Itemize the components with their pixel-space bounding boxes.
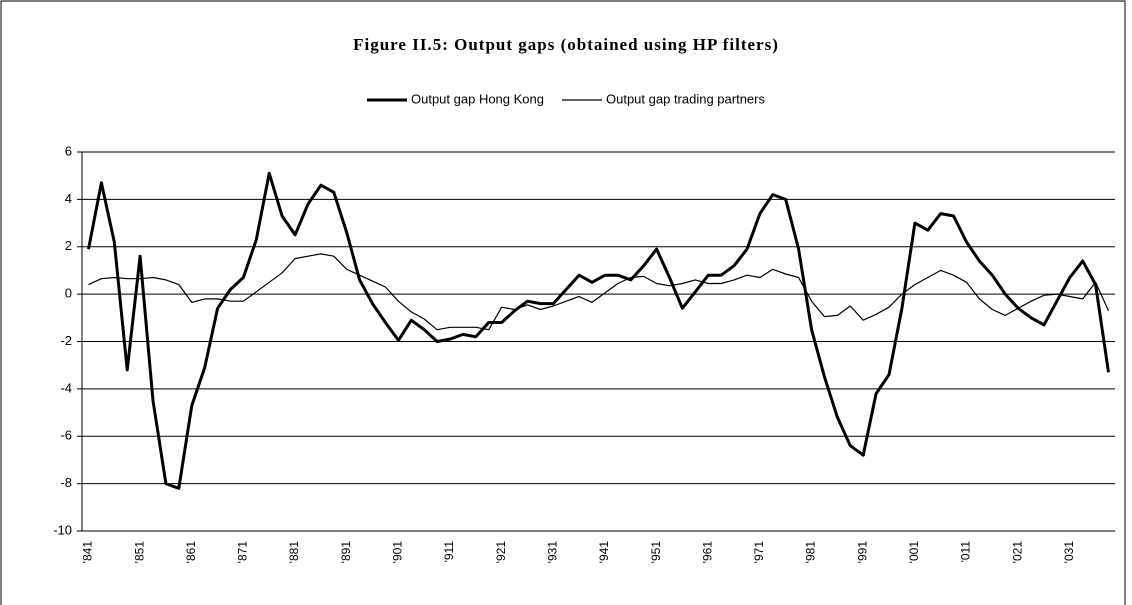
x-tick-label: '871 [236,541,250,564]
legend-label: Output gap trading partners [606,91,765,106]
series-line [88,253,1110,331]
y-tick-label: 0 [65,286,72,301]
y-tick-label: 4 [65,191,72,206]
x-tick-label: '961 [700,541,714,564]
x-tick-label: '931 [545,541,559,564]
x-tick-label: '921 [494,541,508,564]
x-tick-label: '881 [287,541,301,564]
x-tick-label: '951 [649,541,663,564]
x-tick-label: '861 [184,541,198,564]
x-tick-label: '001 [907,541,921,564]
x-tick-label: '911 [442,541,456,563]
x-tick-label: '991 [855,541,869,564]
chart-title: Figure II.5: Output gaps (obtained using… [353,35,779,54]
x-tick-label: '941 [597,541,611,564]
series-line [87,171,1110,490]
x-tick-label: '981 [804,541,818,564]
x-tick-label: '031 [1062,541,1076,564]
x-tick-label: '891 [339,541,353,564]
y-tick-label: -4 [60,380,72,395]
x-tick-label: '901 [391,541,405,564]
y-tick-label: 2 [65,238,72,253]
x-tick-label: '971 [752,541,766,564]
legend-label: Output gap Hong Kong [411,91,544,106]
y-tick-label: 6 [65,143,72,158]
y-tick-label: -6 [60,428,72,443]
x-tick-label: '851 [132,541,146,564]
y-tick-label: -2 [60,333,72,348]
x-tick-label: '011 [959,541,973,563]
y-tick-label: -8 [60,475,72,490]
x-tick-label: '841 [81,541,95,564]
x-tick-label: '021 [1010,541,1024,564]
y-tick-label: -10 [53,522,72,537]
